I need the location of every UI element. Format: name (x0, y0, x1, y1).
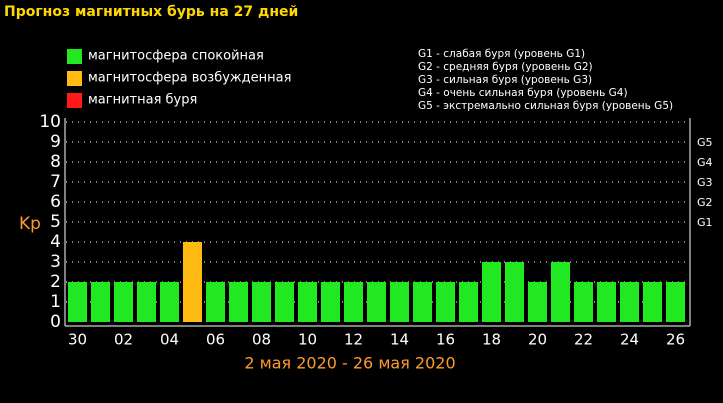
x-tick-label: 22 (574, 331, 593, 349)
bar (643, 282, 662, 322)
x-tick-label: 26 (666, 331, 685, 349)
bar (459, 282, 478, 322)
x-tick-label: 20 (528, 331, 547, 349)
legend-swatch (67, 93, 82, 108)
bar (436, 282, 455, 322)
y-tick-label: 8 (50, 152, 61, 172)
note: G5 - экстремально сильная буря (уровень … (418, 100, 673, 112)
x-tick-label: 30 (68, 331, 87, 349)
bar (91, 282, 110, 322)
chart-title: Прогноз магнитных бурь на 27 дней (4, 4, 298, 20)
y-axis-label: Kp (19, 214, 41, 234)
y-tick-label: 4 (50, 232, 61, 252)
y-tick-label: 3 (50, 252, 61, 272)
legend-label: магнитная буря (88, 93, 197, 108)
bar (666, 282, 685, 322)
y2-tick-label: G4 (697, 156, 713, 169)
legend-swatch (67, 71, 82, 86)
bar (206, 282, 225, 322)
bar (620, 282, 639, 322)
bar (528, 282, 547, 322)
y-tick-label: 0 (50, 312, 61, 332)
bar (597, 282, 616, 322)
bar (367, 282, 386, 322)
bar (482, 262, 501, 322)
bar (160, 282, 179, 322)
y-tick-label: 2 (50, 272, 61, 292)
y-tick-label: 5 (50, 212, 61, 232)
legend-swatch (67, 49, 82, 64)
x-tick-label: 02 (114, 331, 133, 349)
y-tick-label: 7 (50, 172, 61, 192)
y-tick-label: 1 (50, 292, 61, 312)
legend-label: магнитосфера возбужденная (88, 71, 291, 86)
x-tick-label: 06 (206, 331, 225, 349)
bar (298, 282, 317, 322)
bar (68, 282, 87, 322)
bar (252, 282, 271, 322)
x-tick-label: 16 (436, 331, 455, 349)
y-tick-label: 6 (50, 192, 61, 212)
bar (137, 282, 156, 322)
y2-tick-label: G5 (697, 136, 713, 149)
x-tick-label: 08 (252, 331, 271, 349)
x-tick-label: 04 (160, 331, 179, 349)
bar (114, 282, 133, 322)
bar (505, 262, 524, 322)
bar (574, 282, 593, 322)
y2-tick-label: G2 (697, 196, 713, 209)
bar (551, 262, 570, 322)
note: G2 - средняя буря (уровень G2) (418, 61, 593, 73)
bar (183, 242, 202, 322)
note: G1 - слабая буря (уровень G1) (418, 48, 585, 60)
x-tick-label: 24 (620, 331, 639, 349)
bar (275, 282, 294, 322)
y2-tick-label: G3 (697, 176, 713, 189)
y2-tick-label: G1 (697, 216, 713, 229)
bar (344, 282, 363, 322)
bar (413, 282, 432, 322)
note: G3 - сильная буря (уровень G3) (418, 74, 592, 86)
x-tick-label: 10 (298, 331, 317, 349)
bar (229, 282, 248, 322)
y-tick-label: 10 (39, 112, 61, 132)
bar (321, 282, 340, 322)
legend-label: магнитосфера спокойная (88, 49, 264, 64)
bar (390, 282, 409, 322)
x-tick-label: 14 (390, 331, 409, 349)
note: G4 - очень сильная буря (уровень G4) (418, 87, 628, 99)
x-tick-label: 18 (482, 331, 501, 349)
x-tick-label: 12 (344, 331, 363, 349)
subtitle: 2 мая 2020 - 26 мая 2020 (244, 354, 455, 373)
y-tick-label: 9 (50, 132, 61, 152)
